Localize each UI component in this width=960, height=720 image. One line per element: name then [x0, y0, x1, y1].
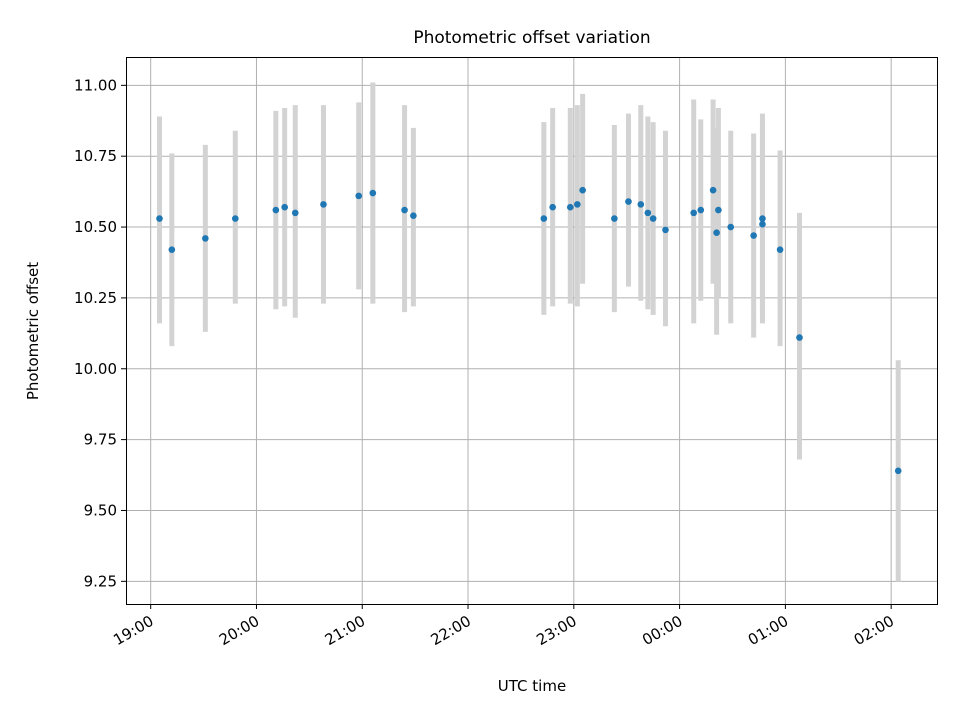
y-tick-label: 11.00 — [74, 76, 117, 94]
data-point — [410, 212, 417, 220]
data-point — [759, 215, 766, 222]
data-point — [281, 203, 288, 211]
data-point — [540, 215, 548, 222]
data-point — [291, 209, 299, 217]
data-point — [549, 203, 556, 211]
chart-title: Photometric offset variation — [413, 28, 650, 48]
data-point — [566, 203, 574, 211]
data-point — [750, 232, 757, 239]
data-point — [727, 223, 735, 231]
data-point — [232, 215, 239, 222]
y-axis-label: Photometric offset — [24, 262, 42, 400]
data-point — [611, 215, 618, 222]
data-point — [776, 246, 784, 254]
y-tick-label: 10.50 — [74, 218, 117, 236]
data-point — [355, 192, 363, 200]
y-tick-label: 10.75 — [74, 147, 117, 165]
data-point — [709, 186, 717, 194]
data-point — [320, 201, 327, 208]
y-tick-label: 10.25 — [74, 289, 117, 307]
data-point — [625, 198, 632, 205]
data-point — [715, 206, 722, 214]
data-point — [168, 246, 176, 254]
plot-frame — [126, 57, 938, 605]
data-point — [697, 206, 705, 214]
data-point — [644, 209, 652, 217]
data-point — [156, 215, 163, 222]
y-tick-label: 9.50 — [84, 501, 117, 519]
data-point — [401, 206, 408, 214]
y-tick-label: 9.25 — [84, 572, 117, 590]
data-point — [637, 201, 645, 208]
data-point — [713, 229, 720, 237]
data-point — [574, 201, 581, 208]
data-point — [894, 467, 902, 475]
data-point — [202, 235, 209, 242]
data-markers — [156, 186, 902, 475]
data-point — [369, 189, 377, 197]
y-axis-ticks: 9.25 9.50 9.75 10.00 10.25 10.50 10.75 11.00 — [74, 76, 126, 590]
x-axis-label: UTC time — [498, 677, 566, 695]
data-point — [272, 206, 280, 214]
y-tick-label: 10.00 — [74, 360, 117, 378]
data-point — [690, 209, 697, 217]
data-point — [759, 220, 766, 228]
y-tick-label: 9.75 — [84, 431, 117, 449]
data-point — [662, 226, 669, 234]
data-point — [796, 334, 803, 341]
data-point — [579, 186, 586, 194]
data-point — [649, 215, 657, 222]
